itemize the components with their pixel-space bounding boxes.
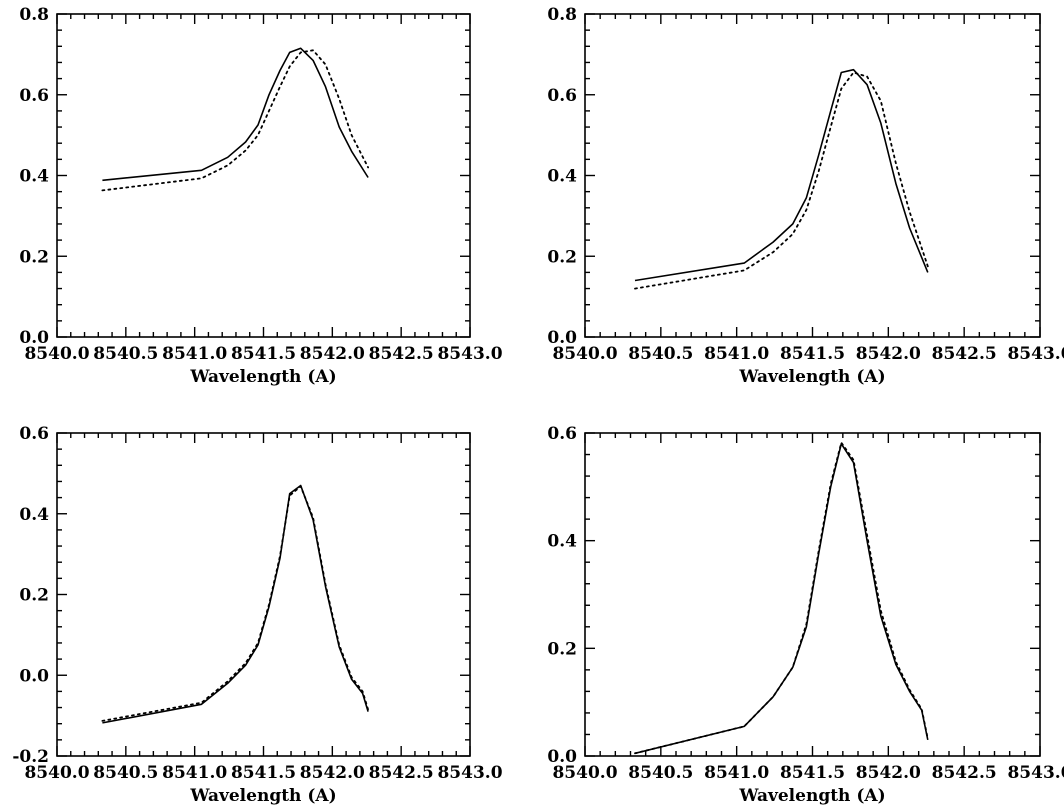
y-tick-label: 0.4 bbox=[547, 532, 577, 552]
y-tick-label: 0.2 bbox=[547, 247, 577, 267]
y-tick-label: 0.2 bbox=[19, 586, 49, 606]
x-tick-label: 8540.0 bbox=[24, 344, 89, 364]
x-tick-label: 8541.5 bbox=[231, 344, 296, 364]
x-tick-label: 8540.0 bbox=[552, 763, 617, 783]
y-tick-label: 0.4 bbox=[547, 167, 577, 187]
plot-frame bbox=[56, 432, 471, 757]
y-tick-label: 0.6 bbox=[19, 424, 49, 444]
series-line-dotted bbox=[634, 71, 929, 290]
x-tick-label: 8543.0 bbox=[437, 763, 502, 783]
x-tick-label: 8543.0 bbox=[1007, 344, 1064, 364]
chart-panel-4: 8540.0 8540.5 8541.0 8541.5 8542.0 8542.5 8543… bbox=[547, 424, 1064, 806]
x-tick-label: 8542.0 bbox=[300, 763, 365, 783]
series-line-solid bbox=[102, 484, 369, 724]
x-tick-label: 8541.0 bbox=[704, 344, 769, 364]
y-tick-label: 0.6 bbox=[547, 86, 577, 106]
y-tick-label: 0.0 bbox=[19, 666, 49, 686]
y-tick-label: 0.8 bbox=[19, 5, 49, 25]
x-tick-label: 8540.5 bbox=[628, 344, 693, 364]
x-tick-label: 8541.0 bbox=[162, 763, 227, 783]
series-line-dotted bbox=[101, 485, 370, 722]
series-line-solid bbox=[634, 68, 929, 282]
y-tick-label: 0.6 bbox=[547, 424, 577, 444]
x-tick-label: 8540.0 bbox=[24, 763, 89, 783]
y-tick-label: 0.0 bbox=[19, 328, 49, 348]
x-tick-label: 8542.5 bbox=[932, 763, 997, 783]
series-line-solid bbox=[102, 47, 369, 182]
x-tick-label: 8541.5 bbox=[231, 763, 296, 783]
x-tick-label: 8542.5 bbox=[932, 344, 997, 364]
y-tick-label: 0.0 bbox=[547, 328, 577, 348]
chart-panel-1: 8540.0 8540.5 8541.0 8541.5 8542.0 8542.5 8543… bbox=[19, 5, 502, 387]
x-axis-title: Wavelength (A) bbox=[189, 786, 336, 806]
y-tick-label: 0.2 bbox=[19, 247, 49, 267]
y-tick-label: 0.6 bbox=[19, 86, 49, 106]
y-tick-label: 0.4 bbox=[19, 167, 49, 187]
series-line-dotted bbox=[634, 441, 929, 755]
y-tick-label: 0.0 bbox=[547, 747, 577, 767]
chart-panel-2: 8540.0 8540.5 8541.0 8541.5 8542.0 8542.5 8543… bbox=[547, 5, 1064, 387]
series-line-dotted bbox=[101, 49, 370, 192]
x-tick-label: 8540.5 bbox=[628, 763, 693, 783]
x-tick-label: 8540.5 bbox=[93, 763, 158, 783]
y-tick-label: -0.2 bbox=[12, 747, 49, 767]
x-tick-label: 8540.5 bbox=[93, 344, 158, 364]
x-tick-label: 8540.0 bbox=[552, 344, 617, 364]
y-tick-label: 0.2 bbox=[547, 639, 577, 659]
x-tick-label: 8541.0 bbox=[704, 763, 769, 783]
x-tick-label: 8541.5 bbox=[780, 763, 845, 783]
x-tick-label: 8542.0 bbox=[300, 344, 365, 364]
x-tick-label: 8542.0 bbox=[856, 344, 921, 364]
x-axis-title: Wavelength (A) bbox=[189, 367, 336, 387]
y-tick-label: 0.4 bbox=[19, 505, 49, 525]
x-tick-label: 8543.0 bbox=[437, 344, 502, 364]
x-tick-label: 8542.5 bbox=[369, 763, 434, 783]
x-tick-label: 8542.5 bbox=[369, 344, 434, 364]
series-line-solid bbox=[634, 442, 929, 755]
x-axis-title: Wavelength (A) bbox=[738, 786, 885, 806]
plot-frame bbox=[56, 13, 471, 338]
x-tick-label: 8541.5 bbox=[780, 344, 845, 364]
x-axis-title: Wavelength (A) bbox=[738, 367, 885, 387]
chart-panel-3: 8540.0 8540.5 8541.0 8541.5 8542.0 8542.5 8543… bbox=[12, 424, 502, 806]
x-tick-label: 8541.0 bbox=[162, 344, 227, 364]
y-tick-label: 0.8 bbox=[547, 5, 577, 25]
x-tick-label: 8543.0 bbox=[1007, 763, 1064, 783]
x-tick-label: 8542.0 bbox=[856, 763, 921, 783]
